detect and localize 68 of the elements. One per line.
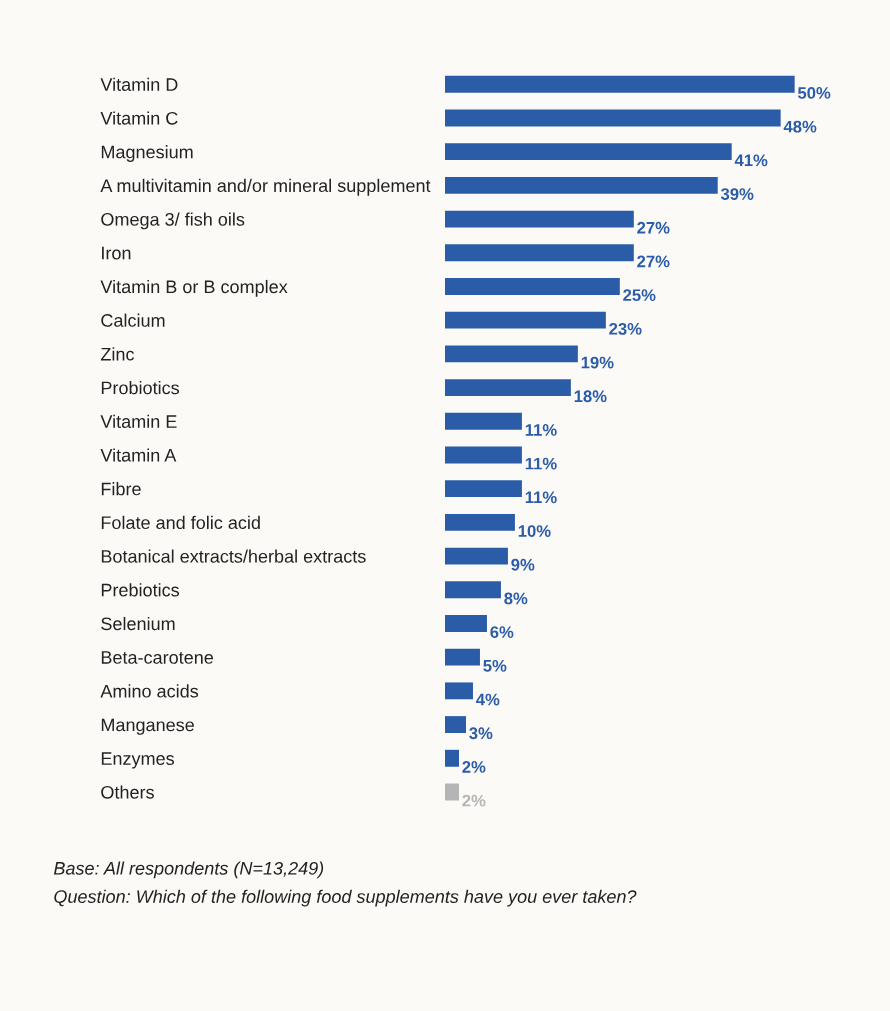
bar [445, 143, 732, 161]
bar [445, 480, 522, 498]
bar [445, 278, 620, 295]
data-label: 39% [720, 188, 754, 200]
bar [445, 176, 718, 194]
text: Base: All respondents (N=13,249) [53, 861, 324, 879]
y-tick-label: Manganese [101, 718, 194, 735]
data-label: 19% [581, 356, 614, 369]
data-label: 27% [637, 255, 670, 268]
data-label: 5% [483, 659, 507, 672]
y-tick-label: Enzymes [101, 752, 174, 769]
bar [445, 446, 522, 464]
data-label: 11% [525, 457, 557, 470]
data-label: 11% [525, 424, 557, 436]
data-label: 2% [462, 761, 486, 773]
data-label: 18% [574, 390, 607, 403]
bar [445, 210, 634, 228]
y-tick-label: Omega 3/ fish oils [101, 212, 245, 230]
bar [445, 75, 795, 93]
y-tick-label: Calcium [101, 313, 165, 327]
bar [445, 783, 459, 801]
bar [445, 682, 473, 700]
y-tick-label: Zinc [100, 347, 135, 361]
y-tick-label: Others [101, 785, 154, 799]
data-label: 6% [490, 626, 514, 639]
data-label: 25% [623, 289, 656, 302]
data-label: 48% [783, 120, 817, 133]
y-tick-label: Vitamin A [100, 448, 177, 462]
bar [445, 615, 487, 632]
y-tick-label: Vitamin E [100, 414, 177, 428]
y-tick-label: Folate and folic acid [101, 515, 260, 530]
data-label: 11% [525, 491, 557, 504]
y-tick-label: Botanical extracts/herbal extracts [101, 549, 366, 563]
bar [445, 749, 459, 767]
bar [445, 109, 781, 127]
bar [445, 513, 515, 531]
bar [445, 716, 466, 733]
data-label: 2% [462, 794, 486, 807]
y-tick-label: Vitamin D [100, 77, 178, 91]
data-label: 41% [734, 154, 768, 167]
data-label: 27% [637, 221, 670, 234]
bar [445, 547, 508, 565]
y-tick-label: Prebiotics [101, 583, 180, 597]
y-tick-label: Beta-carotene [101, 651, 214, 664]
data-label: 8% [504, 592, 528, 605]
data-label: 23% [609, 322, 642, 335]
bar [445, 581, 501, 599]
data-label: 10% [518, 525, 551, 537]
y-tick-label: Selenium [101, 616, 175, 631]
data-label: 9% [511, 558, 535, 571]
y-tick-label: Amino acids [100, 684, 199, 698]
bar [445, 244, 634, 262]
y-tick-label: Magnesium [101, 145, 193, 162]
bar [445, 412, 522, 430]
text: Question: Which of the following food supplements have you ever taken? [54, 889, 637, 907]
y-tick-label: A multivitamin and/or mineral supplement [100, 178, 431, 196]
y-tick-label: Iron [102, 246, 131, 260]
data-label: 4% [476, 693, 500, 706]
y-tick-label: Vitamin B or B complex [100, 279, 288, 297]
bar [445, 311, 606, 329]
bar [445, 379, 571, 396]
data-label: 3% [469, 727, 493, 740]
bar [445, 648, 480, 666]
y-tick-label: Vitamin C [100, 111, 178, 125]
bar [445, 345, 578, 363]
y-tick-label: Fibre [101, 482, 141, 496]
data-label: 50% [797, 87, 831, 99]
y-tick-label: Probiotics [101, 381, 180, 395]
